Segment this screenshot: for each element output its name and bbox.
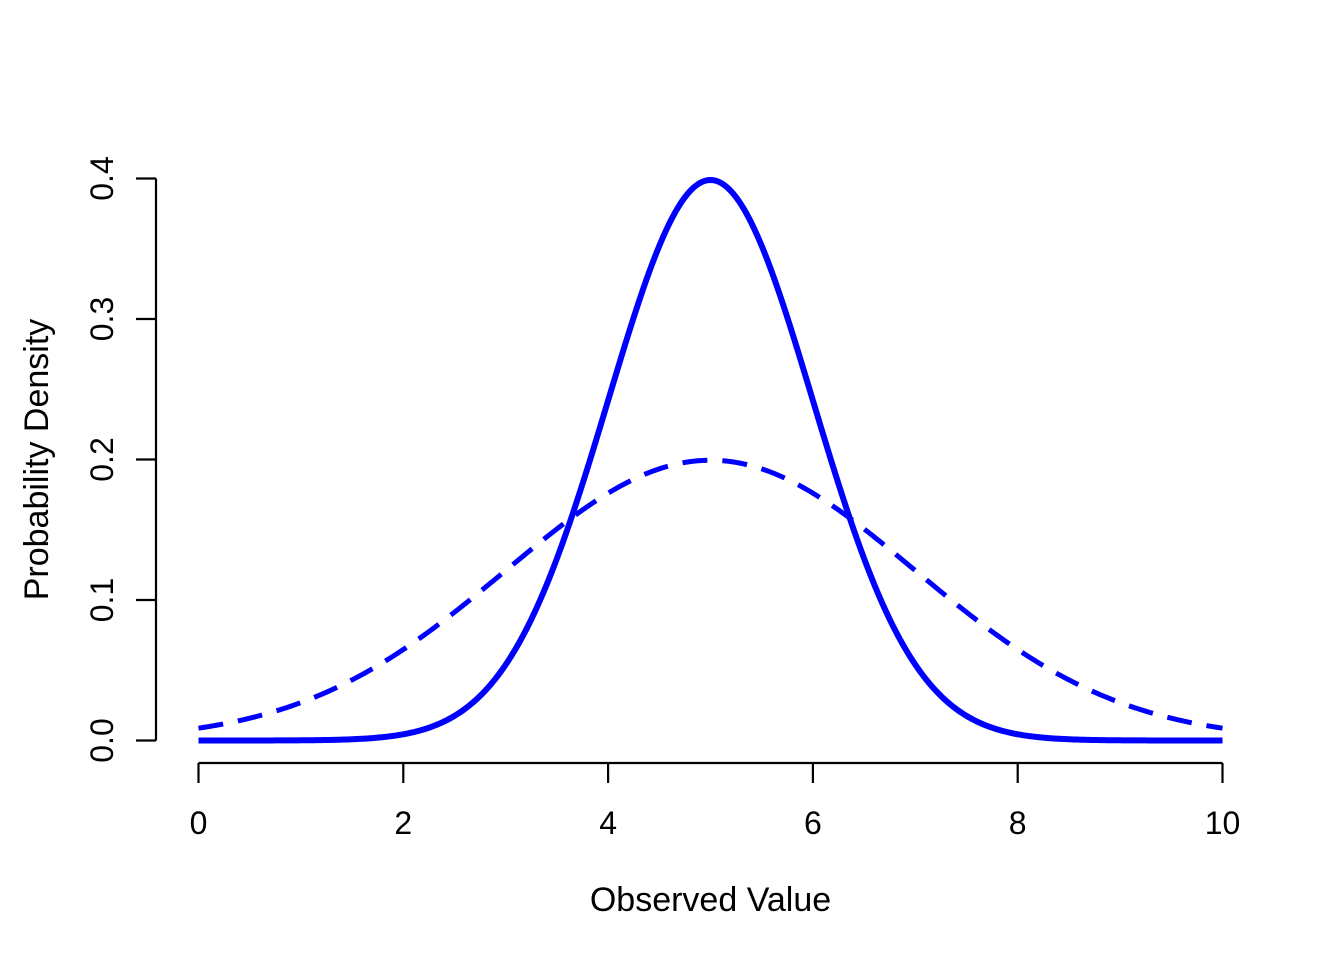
x-tick-label: 8 bbox=[1009, 805, 1027, 841]
y-tick-label: 0.4 bbox=[84, 156, 120, 200]
dashed-curve bbox=[198, 457, 1223, 731]
x-tick-label: 10 bbox=[1205, 805, 1241, 841]
y-tick-label: 0.3 bbox=[84, 297, 120, 341]
x-axis-ticks: 0 2 4 6 8 10 bbox=[190, 763, 1241, 841]
y-tick-label: 0.0 bbox=[84, 718, 120, 762]
y-axis-ticks: 0.0 0.1 0.2 0.3 0.4 bbox=[84, 156, 156, 763]
x-tick-label: 2 bbox=[394, 805, 412, 841]
y-axis: 0.0 0.1 0.2 0.3 0.4 Probability Density bbox=[18, 156, 158, 763]
y-tick-label: 0.2 bbox=[84, 437, 120, 481]
x-tick-label: 6 bbox=[804, 805, 822, 841]
y-tick-label: 0.1 bbox=[84, 578, 120, 622]
solid-curve bbox=[198, 176, 1223, 744]
y-axis-title: Probability Density bbox=[18, 319, 56, 601]
curves bbox=[198, 176, 1223, 744]
x-tick-label: 4 bbox=[599, 805, 617, 841]
x-axis: 0 2 4 6 8 10 Observed Value bbox=[190, 761, 1241, 919]
x-axis-title: Observed Value bbox=[590, 881, 831, 919]
x-tick-label: 0 bbox=[190, 805, 208, 841]
